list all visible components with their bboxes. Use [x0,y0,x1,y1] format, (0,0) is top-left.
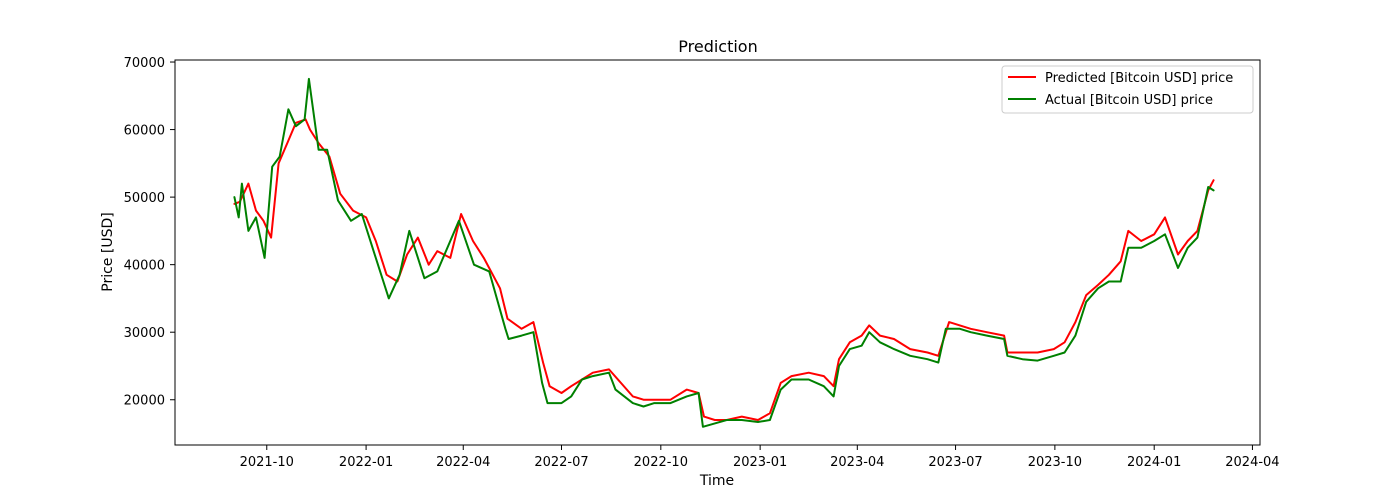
plot-area [174,59,1261,446]
x-tick-label: 2023-10 [1028,455,1082,470]
plot-frame [174,59,1261,446]
legend-label-actual: Actual [Bitcoin USD] price [1045,93,1213,108]
x-tick-label: 2021-10 [240,455,294,470]
plot-background [175,60,1260,445]
x-axis-title: Time [699,473,734,489]
y-tick-label: 50000 [124,191,165,206]
chart-title: Prediction [678,37,757,56]
legend-box [1001,65,1254,114]
y-axis-title: Price [USD] [100,212,116,291]
x-tick-label: 2023-04 [830,455,884,470]
legend: Predicted [Bitcoin USD] price Actual [Bi… [1001,65,1254,114]
y-tick-label: 40000 [124,259,165,274]
x-tick-label: 2022-07 [534,455,588,470]
x-tick-label: 2023-01 [733,455,787,470]
legend-label-predicted: Predicted [Bitcoin USD] price [1045,71,1233,86]
actual-price-line [233,77,1215,428]
y-tick-label: 70000 [124,56,165,71]
x-axis: 2021-10 2022-01 2022-04 2022-07 2022-10 2023-… [240,445,1280,470]
x-tick-label: 2022-10 [634,455,688,470]
y-tick-label: 60000 [124,124,165,139]
x-tick-label: 2024-04 [1225,455,1279,470]
x-tick-label: 2024-01 [1127,455,1181,470]
x-tick-label: 2022-04 [436,455,490,470]
y-axis: 20000 30000 40000 50000 60000 70000 [124,56,175,409]
x-tick-label: 2023-07 [928,455,982,470]
y-tick-label: 20000 [124,394,165,409]
y-tick-label: 30000 [124,326,165,341]
series-layer [233,77,1215,428]
x-tick-label: 2022-01 [339,455,393,470]
